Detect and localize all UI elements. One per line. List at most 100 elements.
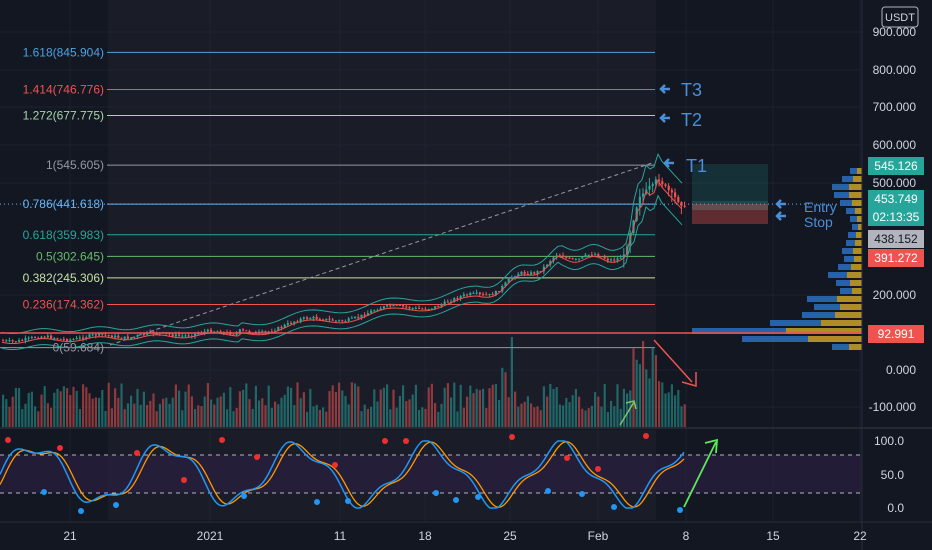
volume-bar xyxy=(562,405,565,427)
volume-bar xyxy=(318,409,321,427)
entry-annotation[interactable]: Entry xyxy=(775,199,837,215)
volume-bar xyxy=(606,411,609,427)
target-t1[interactable]: T1 xyxy=(663,156,707,176)
candle xyxy=(638,196,641,208)
volume-bar xyxy=(162,398,165,427)
candle xyxy=(27,337,30,339)
candle xyxy=(510,277,513,279)
volume-bar xyxy=(5,399,8,427)
candle xyxy=(261,331,264,333)
candle xyxy=(235,333,238,335)
volume-bar xyxy=(488,388,491,427)
fib-retracement[interactable]: 1.618(845.904) 1.414(746.776) 1.272(677.77… xyxy=(0,45,862,355)
candle xyxy=(142,334,145,336)
candle xyxy=(574,258,577,260)
candle xyxy=(485,294,488,296)
volume-bar xyxy=(34,406,37,427)
entry-zone-box[interactable] xyxy=(692,201,768,210)
price-tag-label: 02:13:35 xyxy=(873,210,920,224)
volume-bar xyxy=(299,398,302,427)
volume-bar xyxy=(619,408,622,427)
candle xyxy=(398,304,401,306)
target-zone-box[interactable] xyxy=(692,164,768,201)
candle xyxy=(453,298,456,302)
volume-bar xyxy=(392,389,395,427)
volume-bar xyxy=(600,406,603,427)
profile-bar xyxy=(835,312,862,318)
time-axis[interactable]: 21 2021 11 18 25 Feb 8 15 22 xyxy=(63,529,867,543)
candle xyxy=(648,185,651,190)
candle xyxy=(357,316,360,318)
oscillator-axis[interactable]: 100.0 50.0 0.0 xyxy=(874,434,904,515)
candle xyxy=(466,294,469,296)
volume-bar xyxy=(523,401,526,427)
profile-bar xyxy=(840,288,852,294)
fib-label: 0.236(174.362) xyxy=(23,298,104,312)
candle xyxy=(117,335,120,338)
price-tick: 700.000 xyxy=(873,100,917,114)
stop-annotation[interactable]: Stop xyxy=(775,211,833,230)
profile-bar xyxy=(846,240,855,246)
green-oscillator-arrow[interactable] xyxy=(683,441,717,508)
volume-bar xyxy=(75,390,78,427)
candle xyxy=(523,271,526,274)
volume-bar xyxy=(379,389,382,427)
volume-bar xyxy=(651,347,654,427)
volume-bar xyxy=(88,393,91,427)
volume-bar xyxy=(459,384,462,427)
price-tag-box xyxy=(868,208,924,226)
volume-bar xyxy=(558,404,561,427)
currency-button[interactable]: USDT xyxy=(881,6,919,28)
profile-bar xyxy=(850,280,862,286)
candle xyxy=(498,290,501,292)
price-axis[interactable]: 900.000 800.000 700.000 600.000 500.000 200.0… xyxy=(869,25,917,414)
arrow-left-icon xyxy=(659,84,670,94)
candle xyxy=(555,255,558,258)
target-t2[interactable]: T2 xyxy=(659,110,702,130)
profile-bar xyxy=(692,328,786,334)
profile-bar xyxy=(842,176,853,182)
candle xyxy=(53,338,56,340)
buy-signal-dot xyxy=(545,488,551,494)
trend-dashed-line[interactable] xyxy=(109,162,653,346)
candle xyxy=(315,316,318,319)
volume-bar xyxy=(290,387,293,427)
volume-bar xyxy=(635,359,638,427)
candle xyxy=(334,320,337,322)
volume-bar xyxy=(517,406,520,427)
profile-bar xyxy=(842,248,853,254)
candle xyxy=(14,341,17,343)
stop-zone-box[interactable] xyxy=(692,204,768,224)
profile-bar xyxy=(828,272,847,278)
green-volume-arrow[interactable] xyxy=(619,401,635,426)
time-tick: 15 xyxy=(766,529,780,543)
profile-bar xyxy=(837,296,862,302)
profile-bar xyxy=(821,320,862,326)
volume-bar xyxy=(245,383,248,427)
red-down-arrow[interactable] xyxy=(653,339,693,383)
volume-bar xyxy=(565,397,568,427)
profile-bar xyxy=(849,192,862,198)
volume-bar xyxy=(165,397,168,427)
candle xyxy=(430,308,433,310)
profile-bar xyxy=(808,336,862,342)
candle xyxy=(382,306,385,309)
volume-bar xyxy=(168,403,171,427)
sell-signal-dot xyxy=(5,437,11,443)
profile-bar xyxy=(857,168,862,174)
volume-bar xyxy=(155,411,158,427)
profile-bar xyxy=(848,232,856,238)
target-t3[interactable]: T3 xyxy=(659,80,702,100)
profile-bar xyxy=(855,208,862,214)
sell-signal-dot xyxy=(403,438,409,444)
time-tick: 18 xyxy=(418,529,432,543)
candle xyxy=(245,330,248,332)
candle xyxy=(379,308,382,311)
sell-signal-dot xyxy=(254,454,260,460)
volume-bar xyxy=(293,405,296,427)
volume-bar xyxy=(277,404,280,427)
volume-bar xyxy=(670,384,673,427)
fib-label: 0.618(359.983) xyxy=(23,228,104,242)
volume-bar xyxy=(626,393,629,427)
